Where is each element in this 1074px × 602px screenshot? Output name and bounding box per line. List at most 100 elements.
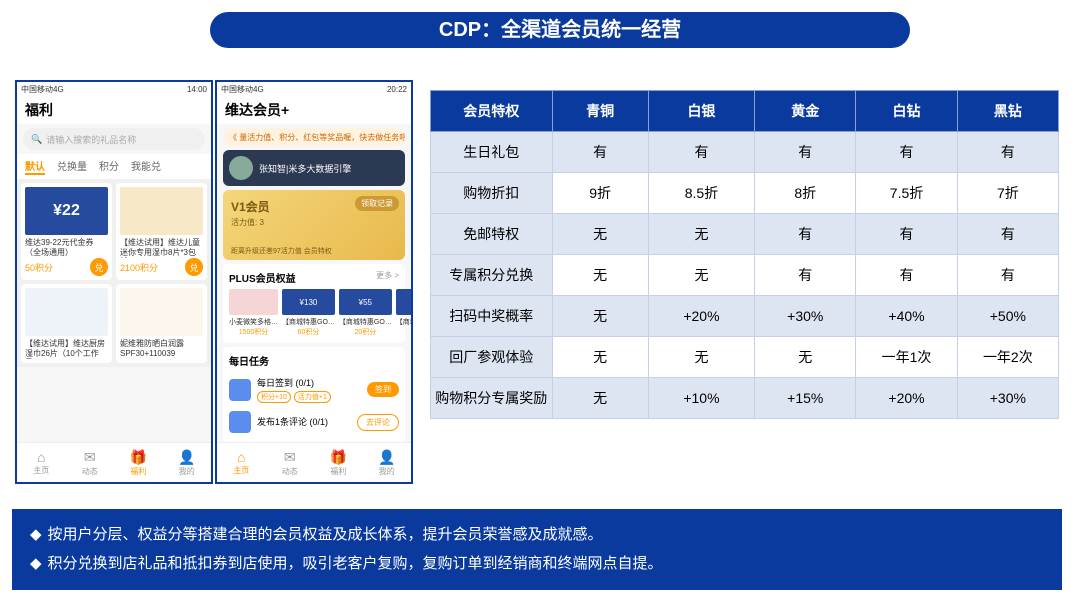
tier-cell: 7折: [957, 173, 1058, 214]
tab-默认[interactable]: 默认: [25, 158, 45, 175]
tier-header: 黑钻: [957, 91, 1058, 132]
task-title: 每日签到 (0/1): [257, 376, 361, 389]
status-bar: 中国移动4G20:22: [217, 82, 411, 96]
tier-cell: +30%: [755, 296, 856, 337]
tier-cell: 无: [648, 337, 754, 378]
tier-cell: 无: [552, 337, 648, 378]
search-icon: 🔍: [31, 134, 42, 145]
product-desc: 【维达试用】维达厨房湿巾26片（10个工作日…: [25, 339, 108, 359]
nav-我的[interactable]: 👤我的: [163, 443, 212, 482]
bullet-icon: ◆: [30, 526, 42, 543]
table-row: 购物折扣9折8.5折8折7.5折7折: [431, 173, 1059, 214]
header-banner: CDP：全渠道会员统一经营: [210, 12, 910, 48]
redeem-button[interactable]: 兑: [90, 258, 108, 276]
product-points: 50积分兑: [25, 258, 108, 276]
nav-主页[interactable]: ⌂主页: [17, 443, 66, 482]
plus-benefits: PLUS会员权益 更多 > 小麦微笑多格… 1500积分 ¥130 【商城特惠GO…: [223, 264, 405, 343]
nav-icon: 🎁: [130, 449, 147, 466]
task-row: 发布1条评论 (0/1) 去评论: [229, 407, 399, 437]
member-name: 张知智|米多大数据引擎: [259, 162, 351, 175]
tier-cell: 无: [552, 214, 648, 255]
product-desc: 维达39-22元代金券（全场通用）: [25, 238, 108, 258]
task-icon: [229, 379, 251, 401]
privilege-label: 免邮特权: [431, 214, 553, 255]
tier-cell: 8折: [755, 173, 856, 214]
product-image: [25, 288, 108, 336]
plus-item[interactable]: ¥22 【商城特惠GO… 30积分: [396, 289, 413, 337]
nav-动态[interactable]: ✉动态: [266, 443, 315, 482]
tier-header: 白银: [648, 91, 754, 132]
bottom-nav: ⌂主页✉动态🎁福利👤我的: [17, 442, 211, 482]
privilege-label: 购物折扣: [431, 173, 553, 214]
nav-icon: ✉: [84, 449, 96, 466]
privilege-label: 扫码中奖概率: [431, 296, 553, 337]
task-button[interactable]: 签到: [367, 382, 399, 397]
search-input[interactable]: 🔍请输入搜索的礼品名称: [23, 128, 205, 150]
member-card[interactable]: V1会员 活力值: 3 领取记录 距离升级还差97活力值 会员特权: [223, 190, 405, 260]
product-card[interactable]: 【维达试用】维达厨房湿巾26片（10个工作日…: [21, 284, 112, 363]
plus-image: [229, 289, 278, 315]
tab-兑换量[interactable]: 兑换量: [57, 158, 87, 175]
table-row: 专属积分兑换无无有有有: [431, 255, 1059, 296]
plus-item[interactable]: ¥130 【商城特惠GO… 60积分: [282, 289, 335, 337]
footer-line: ◆按用户分层、权益分等搭建合理的会员权益及成长体系，提升会员荣誉感及成就感。: [30, 521, 1044, 550]
member-header[interactable]: 张知智|米多大数据引擎: [223, 150, 405, 186]
upgrade-hint: 距离升级还差97活力值 会员特权: [231, 246, 332, 256]
bullet-icon: ◆: [30, 555, 42, 572]
avatar: [229, 156, 253, 180]
nav-福利[interactable]: 🎁福利: [314, 443, 363, 482]
more-link[interactable]: 更多 >: [376, 270, 399, 285]
plus-points: 20积分: [339, 327, 392, 337]
receipt-button[interactable]: 领取记录: [355, 196, 399, 211]
redeem-button[interactable]: 兑: [185, 258, 203, 276]
tier-cell: 无: [552, 296, 648, 337]
product-card[interactable]: 妮维雅防晒白润露SPF30+110039: [116, 284, 207, 363]
privilege-label: 生日礼包: [431, 132, 553, 173]
product-card[interactable]: 【维达试用】维达儿童迷你专用湿巾8片*3包试… 2100积分兑: [116, 183, 207, 280]
task-tag: 积分+10: [257, 391, 291, 403]
notice-bar[interactable]: 《 量活力值、积分、红包等奖品喔，快去做任务吧~: [223, 128, 405, 146]
vitality-value: 活力值: 3: [231, 217, 397, 228]
tier-cell: 无: [552, 255, 648, 296]
plus-points: 60积分: [282, 327, 335, 337]
plus-item[interactable]: 小麦微笑多格… 1500积分: [229, 289, 278, 337]
section-title: PLUS会员权益: [229, 270, 296, 285]
nav-我的[interactable]: 👤我的: [363, 443, 412, 482]
task-button[interactable]: 去评论: [357, 414, 399, 431]
phone-member: 中国移动4G20:22 维达会员+ 《 量活力值、积分、红包等奖品喔，快去做任务…: [215, 80, 413, 484]
tier-header: 会员特权: [431, 91, 553, 132]
plus-points: 1500积分: [229, 327, 278, 337]
tier-cell: +10%: [648, 378, 754, 419]
nav-主页[interactable]: ⌂主页: [217, 443, 266, 482]
table-row: 购物积分专属奖励无+10%+15%+20%+30%: [431, 378, 1059, 419]
task-title: 发布1条评论 (0/1): [257, 415, 351, 428]
plus-item[interactable]: ¥55 【商城特惠GO… 20积分: [339, 289, 392, 337]
plus-name: 【商城特惠GO…: [339, 317, 392, 327]
tier-cell: 有: [755, 214, 856, 255]
product-desc: 妮维雅防晒白润露SPF30+110039: [120, 339, 203, 359]
nav-icon: 👤: [378, 449, 395, 466]
tier-cell: 无: [552, 378, 648, 419]
product-desc: 【维达试用】维达儿童迷你专用湿巾8片*3包试…: [120, 238, 203, 258]
table-row: 回厂参观体验无无无一年1次一年2次: [431, 337, 1059, 378]
nav-福利[interactable]: 🎁福利: [114, 443, 163, 482]
table-row: 免邮特权无无有有有: [431, 214, 1059, 255]
tier-header: 白钻: [856, 91, 957, 132]
tier-cell: 有: [957, 132, 1058, 173]
product-card[interactable]: ¥22 维达39-22元代金券（全场通用） 50积分兑: [21, 183, 112, 280]
nav-icon: 🎁: [330, 449, 347, 466]
tiers-table: 会员特权青铜白银黄金白钻黑钻生日礼包有有有有有购物折扣9折8.5折8折7.5折7…: [430, 90, 1059, 419]
product-image: [120, 288, 203, 336]
tab-我能兑[interactable]: 我能兑: [131, 158, 161, 175]
product-grid: ¥22 维达39-22元代金券（全场通用） 50积分兑 【维达试用】维达儿童迷你…: [17, 179, 211, 367]
section-title: 每日任务: [229, 353, 269, 368]
tier-cell: 8.5折: [648, 173, 754, 214]
product-image: [120, 187, 203, 235]
nav-动态[interactable]: ✉动态: [66, 443, 115, 482]
tab-积分[interactable]: 积分: [99, 158, 119, 175]
plus-image: ¥55: [339, 289, 392, 315]
tier-cell: 无: [755, 337, 856, 378]
task-icon: [229, 411, 251, 433]
tier-cell: 有: [957, 214, 1058, 255]
table-row: 扫码中奖概率无+20%+30%+40%+50%: [431, 296, 1059, 337]
